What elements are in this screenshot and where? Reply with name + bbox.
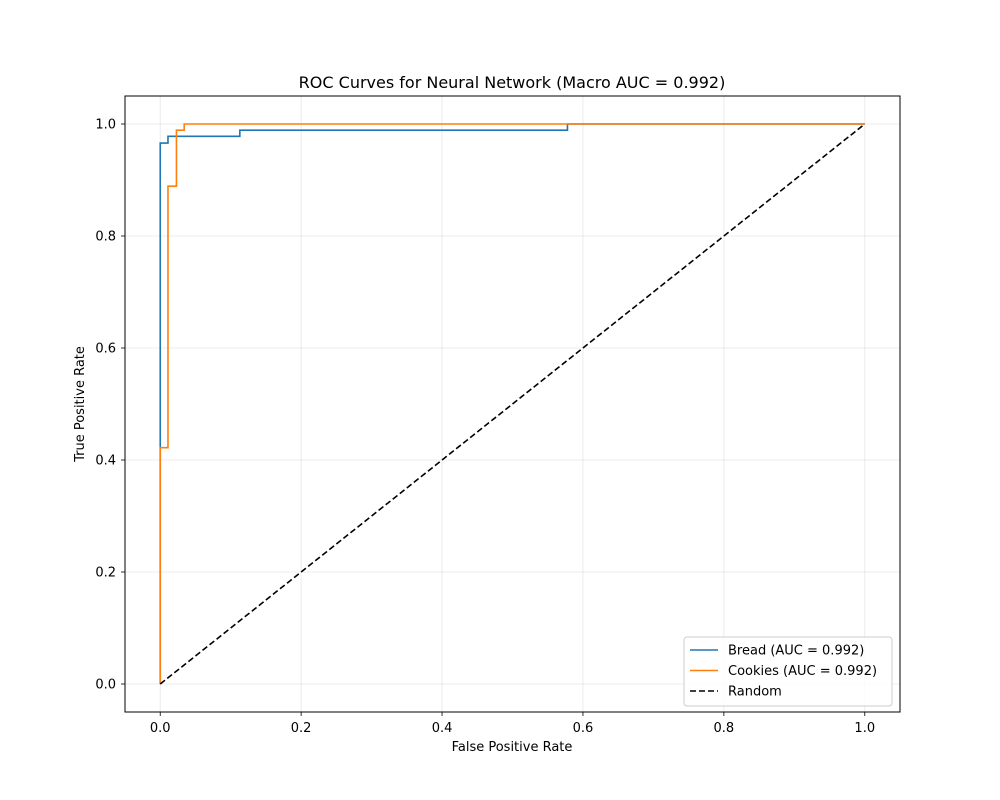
- y-axis-label: True Positive Rate: [73, 346, 88, 463]
- x-axis: 0.0 0.2 0.4 0.6 0.8 1.0: [150, 712, 875, 736]
- x-tick-label: 0.6: [573, 721, 594, 736]
- y-tick-label: 0.8: [95, 230, 116, 245]
- y-tick-label: 1.0: [95, 118, 116, 133]
- plot-frame: [124, 95, 901, 713]
- y-tick-label: 0.2: [95, 566, 116, 581]
- y-tick-label: 0.6: [95, 342, 116, 357]
- x-tick-label: 1.0: [854, 721, 875, 736]
- x-tick-label: 0.0: [150, 721, 171, 736]
- grid: [125, 96, 900, 712]
- legend-label-2: Random: [728, 685, 782, 700]
- y-axis: 0.0 0.2 0.4 0.6 0.8 1.0: [95, 118, 125, 693]
- x-tick-label: 0.4: [432, 721, 453, 736]
- series-line-0: [159, 123, 865, 684]
- x-tick-label: 0.8: [714, 721, 735, 736]
- legend: Bread (AUC = 0.992) Cookies (AUC = 0.992)…: [683, 636, 893, 707]
- series-line-1: [159, 123, 865, 684]
- y-tick-label: 0.4: [95, 454, 116, 469]
- legend-label-1: Cookies (AUC = 0.992): [728, 664, 877, 679]
- series-lines: [159, 123, 866, 685]
- series-line-2: [159, 123, 866, 685]
- x-tick-label: 0.2: [291, 721, 312, 736]
- y-tick-label: 0.0: [95, 678, 116, 693]
- x-axis-label: False Positive Rate: [452, 740, 573, 755]
- legend-label-0: Bread (AUC = 0.992): [728, 644, 864, 659]
- legend-box: [683, 636, 893, 707]
- chart-title: ROC Curves for Neural Network (Macro AUC…: [299, 73, 726, 92]
